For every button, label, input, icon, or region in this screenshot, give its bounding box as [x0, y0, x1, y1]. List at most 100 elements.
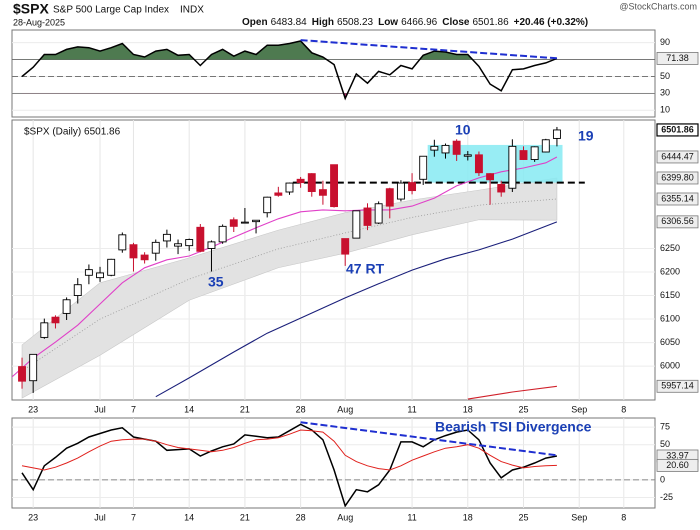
- moving-average: [12, 156, 558, 378]
- annotation: 47 RT: [346, 261, 385, 277]
- candle-body: [96, 272, 104, 279]
- candle-body: [129, 244, 138, 259]
- y-tick-label: 6250: [660, 243, 680, 253]
- x-tick-label: 14: [184, 512, 194, 522]
- quote: Open 6483.84 High 6508.23 Low 6466.96 Close 650…: [242, 17, 588, 28]
- last-value-box: [656, 171, 699, 185]
- trendline: [300, 421, 558, 457]
- candle-body: [40, 322, 49, 338]
- candle-body: [196, 226, 205, 252]
- last-value-label: 6355.14: [661, 193, 694, 203]
- quote-value: 6466.96: [401, 17, 438, 28]
- candle-body: [296, 178, 305, 184]
- moving-average: [467, 385, 557, 400]
- quote-label: Close: [442, 17, 470, 28]
- candle-body: [307, 173, 316, 192]
- x-tick-label: 8: [621, 404, 626, 414]
- last-value-label: 71.38: [666, 53, 689, 63]
- trendline: [300, 39, 557, 60]
- x-tick-label: 28: [296, 404, 306, 414]
- y-tick-label: 30: [660, 88, 670, 98]
- candle-body: [107, 258, 116, 276]
- candle-body: [330, 164, 339, 208]
- exchange: INDX: [180, 5, 204, 16]
- candle-body: [118, 234, 127, 251]
- y-tick-label: 0: [660, 474, 665, 484]
- candle-body: [497, 184, 506, 193]
- symbol: $SPX: [13, 1, 49, 17]
- candle-body: [541, 139, 550, 153]
- watermark: @StockCharts.com: [619, 1, 697, 11]
- x-tick-label: 8: [621, 512, 626, 522]
- candle-body: [419, 155, 428, 180]
- annotation: Bearish TSI Divergence: [435, 419, 592, 435]
- x-tick-label: 23: [28, 404, 38, 414]
- x-tick-label: Jul: [94, 512, 106, 522]
- candle-body: [51, 316, 60, 324]
- candle-body: [341, 238, 350, 255]
- candle-body: [240, 221, 249, 224]
- quote-label: Low: [378, 17, 398, 28]
- y-tick-label: -25: [660, 492, 673, 502]
- candle-body: [396, 182, 405, 200]
- y-tick-label: 50: [660, 71, 670, 81]
- band: [21, 177, 558, 399]
- moving-average: [155, 221, 558, 398]
- x-tick-label: 23: [28, 512, 38, 522]
- legend: $SPX (Daily) 6501.86: [24, 127, 121, 138]
- last-value-label: 33.97: [666, 450, 689, 460]
- indicator-line: [21, 423, 558, 508]
- candle-body: [252, 219, 261, 223]
- last-value-box: [656, 458, 699, 472]
- indicator-line: [21, 429, 557, 471]
- quote-value: 6508.23: [337, 17, 374, 28]
- y-tick-label: 6150: [660, 290, 680, 300]
- x-tick-label: 21: [240, 512, 250, 522]
- quote-label: High: [312, 17, 334, 28]
- y-tick-label: 6100: [660, 313, 680, 323]
- last-value-box: [656, 51, 699, 65]
- annotation: 19: [578, 128, 594, 144]
- quote-label: Open: [242, 17, 268, 28]
- y-tick-label: 10: [660, 105, 670, 115]
- x-tick-label: 7: [131, 512, 136, 522]
- quote-value: 6483.84: [271, 17, 308, 28]
- y-tick-label: 75: [660, 422, 670, 432]
- y-tick-label: 6000: [660, 360, 680, 370]
- candle-body: [374, 203, 383, 224]
- candle-body: [151, 241, 160, 254]
- candle-body: [29, 353, 38, 382]
- last-value-label: 5957.14: [661, 381, 694, 391]
- candle-body: [18, 366, 26, 382]
- x-tick-label: 18: [463, 512, 473, 522]
- candle-body: [318, 189, 327, 196]
- candle-body: [486, 173, 495, 181]
- security-name: S&P 500 Large Cap Index: [53, 5, 169, 16]
- last-value-label: 6306.56: [661, 216, 694, 226]
- x-tick-label: Sep: [571, 512, 587, 522]
- candle-body: [430, 145, 439, 151]
- candle-body: [441, 144, 450, 154]
- candle-body: [62, 299, 71, 314]
- candle-body: [519, 150, 528, 160]
- candle-body: [474, 154, 483, 174]
- x-tick-label: 14: [184, 404, 194, 414]
- x-tick-label: 25: [518, 512, 528, 522]
- y-tick-label: 90: [660, 37, 670, 47]
- panel: [11, 417, 656, 509]
- x-tick-label: 18: [463, 404, 473, 414]
- candle-body: [174, 243, 182, 247]
- x-tick-label: 7: [131, 404, 136, 414]
- x-tick-label: Aug: [337, 404, 353, 414]
- candle-body: [385, 188, 394, 207]
- annotation: 35: [208, 274, 224, 290]
- candle-body: [73, 284, 82, 296]
- x-tick-label: 21: [240, 404, 250, 414]
- candle-body: [263, 196, 272, 214]
- last-value-label: 20.60: [666, 460, 689, 470]
- last-value-label: 6444.47: [661, 151, 694, 161]
- date: 28-Aug-2025: [13, 17, 65, 27]
- candle-body: [508, 145, 517, 189]
- x-tick-label: 28: [296, 512, 306, 522]
